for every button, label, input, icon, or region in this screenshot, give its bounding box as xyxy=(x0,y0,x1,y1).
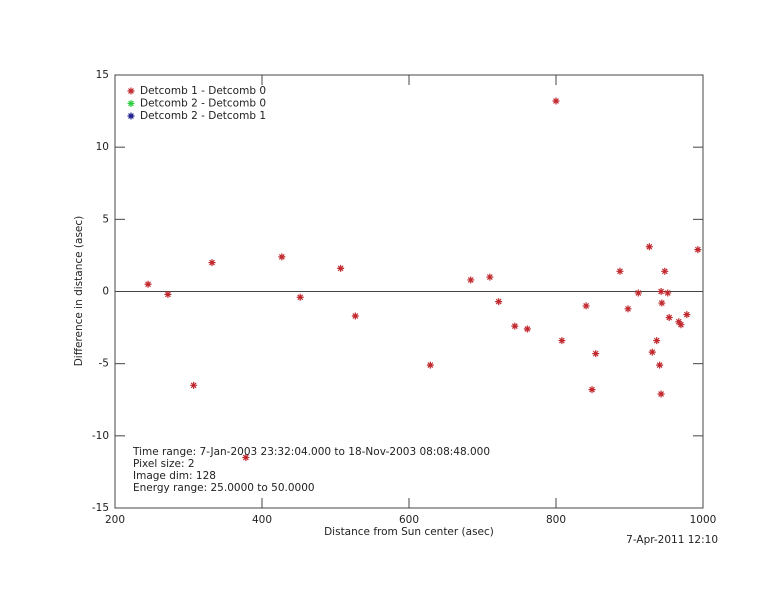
legend-label: Detcomb 1 - Detcomb 0 xyxy=(140,85,266,97)
legend-label: Detcomb 2 - Detcomb 1 xyxy=(140,110,266,122)
point xyxy=(588,386,596,394)
point xyxy=(296,293,304,301)
point xyxy=(278,253,286,261)
point xyxy=(495,298,503,306)
point xyxy=(656,361,664,369)
annotation: Time range: 7-Jan-2003 23:32:04.000 to 1… xyxy=(132,446,490,458)
point xyxy=(164,290,172,298)
x-tick-label: 400 xyxy=(252,514,272,526)
point xyxy=(645,243,653,251)
y-tick-label: -10 xyxy=(92,430,109,442)
point xyxy=(426,361,434,369)
point xyxy=(486,273,494,281)
point xyxy=(634,289,642,297)
point xyxy=(337,264,345,272)
annotation: Energy range: 25.0000 to 50.0000 xyxy=(133,482,315,494)
y-tick-label: 0 xyxy=(102,286,109,298)
legend-label: Detcomb 2 - Detcomb 0 xyxy=(140,98,266,110)
y-tick-label: 10 xyxy=(96,141,109,153)
y-tick-label: -15 xyxy=(92,502,109,514)
x-axis-label: Distance from Sun center (asec) xyxy=(324,526,494,538)
y-tick-label: -5 xyxy=(99,358,109,370)
timestamp: 7-Apr-2011 12:10 xyxy=(626,534,718,546)
annotation: Pixel size: 2 xyxy=(133,458,195,470)
point xyxy=(664,289,672,297)
point xyxy=(675,318,683,326)
point xyxy=(624,305,632,313)
point xyxy=(677,321,685,329)
point xyxy=(558,337,566,345)
annotation: Image dim: 128 xyxy=(133,470,216,482)
point xyxy=(665,313,673,321)
x-tick-label: 600 xyxy=(399,514,419,526)
point xyxy=(661,267,669,275)
point xyxy=(648,348,656,356)
legend-marker xyxy=(127,87,135,95)
y-axis-label: Difference in distance (asec) xyxy=(73,216,85,367)
y-tick-label: 15 xyxy=(96,69,109,81)
legend-marker xyxy=(127,112,135,120)
point xyxy=(616,267,624,275)
point xyxy=(144,280,152,288)
legend-marker xyxy=(127,100,135,107)
point xyxy=(657,288,665,295)
x-tick-label: 1000 xyxy=(690,514,717,526)
point xyxy=(351,312,359,320)
point xyxy=(242,453,250,461)
x-tick-label: 200 xyxy=(105,514,125,526)
point xyxy=(657,390,665,398)
point xyxy=(694,246,702,254)
point xyxy=(582,302,590,310)
point xyxy=(683,311,691,319)
x-tick-label: 800 xyxy=(546,514,566,526)
point xyxy=(467,276,475,284)
point xyxy=(552,97,560,105)
point xyxy=(653,337,661,345)
point xyxy=(592,350,600,358)
point xyxy=(190,381,198,389)
y-tick-label: 5 xyxy=(102,213,109,225)
point xyxy=(511,322,519,330)
point xyxy=(523,325,531,333)
point xyxy=(658,299,666,307)
point xyxy=(208,259,216,267)
